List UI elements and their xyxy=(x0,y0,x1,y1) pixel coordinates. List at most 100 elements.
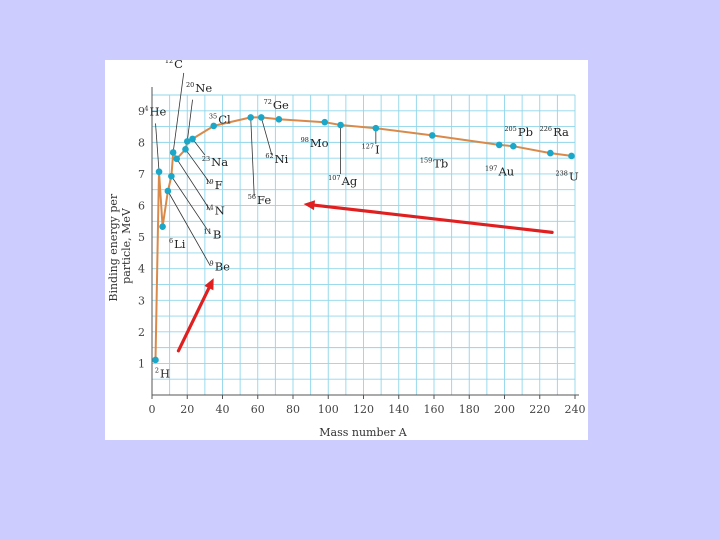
data-point xyxy=(210,122,217,130)
element-symbol: C xyxy=(174,60,183,71)
element-symbol: Cl xyxy=(218,112,231,126)
element-mass-number: 62 xyxy=(265,152,273,160)
y-tick-label: 2 xyxy=(138,326,145,339)
element-symbol: Be xyxy=(215,259,230,273)
arrow-head xyxy=(204,278,214,291)
x-tick-label: 0 xyxy=(149,403,156,416)
element-symbol: He xyxy=(149,105,166,119)
data-point xyxy=(164,187,172,195)
element-mass-number: 20 xyxy=(186,81,194,89)
data-point xyxy=(428,132,436,139)
data-point xyxy=(182,146,189,153)
element-label: 56 Fe xyxy=(248,193,272,207)
x-tick-label: 220 xyxy=(529,403,550,416)
y-tick-label: 5 xyxy=(138,231,145,244)
element-mass-number: 19 xyxy=(205,178,213,186)
element-symbol: Fe xyxy=(257,193,271,207)
element-label: 23 Na xyxy=(202,155,228,169)
y-tick-label: 6 xyxy=(138,200,145,213)
leader-line xyxy=(192,138,206,156)
grid xyxy=(152,94,576,395)
data-point xyxy=(337,121,344,129)
element-label: 6 Li xyxy=(169,237,186,251)
element-symbol: Na xyxy=(211,155,228,169)
leader-line xyxy=(260,117,273,156)
element-symbol: F xyxy=(215,178,223,192)
binding-energy-curve xyxy=(154,116,572,360)
curve-line xyxy=(154,116,572,360)
element-symbol: Ag xyxy=(341,174,358,188)
leader-line xyxy=(155,123,160,172)
y-tick-label: 8 xyxy=(138,136,145,149)
leader-line xyxy=(185,149,211,184)
element-label: 4 He xyxy=(144,105,166,119)
element-mass-number: 159 xyxy=(420,157,432,165)
element-mass-number: 35 xyxy=(209,112,217,120)
element-label: 98 Mo xyxy=(301,136,329,150)
element-label: 197 Au xyxy=(485,165,514,179)
leader-lines xyxy=(155,72,377,266)
element-mass-number: 98 xyxy=(301,136,309,144)
leader-line xyxy=(186,99,193,142)
element-label: 72 Ge xyxy=(264,98,289,112)
element-mass-number: 6 xyxy=(169,237,173,245)
arrow-shaft xyxy=(312,203,554,234)
element-label: 19 F xyxy=(205,178,222,192)
y-tick-label: 7 xyxy=(138,168,145,181)
element-symbol: Tb xyxy=(433,157,448,171)
element-symbol: Ge xyxy=(273,98,289,112)
y-tick-label: 4 xyxy=(138,263,145,276)
element-symbol: Au xyxy=(497,165,514,179)
element-label: 205 Pb xyxy=(504,125,533,139)
element-mass-number: 197 xyxy=(485,165,497,173)
data-point xyxy=(247,114,254,121)
element-mass-number: 12 xyxy=(165,60,173,65)
axes: 0 20 40 60 80 100 120 140 160 180 200 220 2401234567… xyxy=(138,87,586,416)
binding-energy-figure: 0 20 40 60 80 100 120 140 160 180 200 220 240 1 2 3 4 5 6 7… xyxy=(105,57,588,440)
leader-line xyxy=(172,72,185,153)
x-tick-label: 80 xyxy=(286,403,300,416)
element-mass-number: 9 xyxy=(210,259,214,267)
x-tick-label: 240 xyxy=(565,403,586,416)
x-tick-label: 40 xyxy=(216,403,230,416)
element-label: 159 Tb xyxy=(420,157,448,171)
element-mass-number: 226 xyxy=(540,125,552,133)
data-point xyxy=(547,149,554,157)
element-mass-number: 72 xyxy=(264,98,272,106)
x-tick-label: 100 xyxy=(318,403,339,416)
arrow-head xyxy=(303,200,316,211)
data-point xyxy=(155,168,163,176)
x-axis-label: Mass number A xyxy=(319,426,408,439)
x-tick-label: 140 xyxy=(388,403,409,416)
element-symbol: Mo xyxy=(310,136,329,150)
annotation-arrow xyxy=(176,278,214,353)
y-axis-label-line-2: particle, MeV xyxy=(120,207,133,284)
data-point xyxy=(168,172,175,180)
x-tick-label: 20 xyxy=(180,403,194,416)
element-mass-number: 11 xyxy=(204,228,212,236)
element-label: 127 I xyxy=(362,142,380,156)
element-symbol: U xyxy=(569,169,579,183)
element-label: 20 Ne xyxy=(186,81,212,95)
element-label: 9 Be xyxy=(210,259,231,273)
element-mass-number: 56 xyxy=(248,193,256,201)
data-point xyxy=(568,152,575,160)
data-point xyxy=(257,114,265,121)
leader-line xyxy=(176,158,211,211)
data-point xyxy=(169,149,177,156)
leader-line xyxy=(167,190,211,266)
data-point xyxy=(495,141,503,149)
data-point xyxy=(510,142,517,150)
data-point xyxy=(189,135,196,143)
element-symbol: Ni xyxy=(275,152,289,166)
element-symbol: H xyxy=(160,367,170,381)
x-tick-label: 120 xyxy=(353,403,374,416)
element-label: 62 Ni xyxy=(265,152,288,166)
element-label: 226 Ra xyxy=(540,125,569,139)
element-mass-number: 205 xyxy=(504,125,516,133)
element-mass-number: 4 xyxy=(144,105,148,113)
element-symbol: Ne xyxy=(195,81,212,95)
element-symbol: Ra xyxy=(553,125,569,139)
